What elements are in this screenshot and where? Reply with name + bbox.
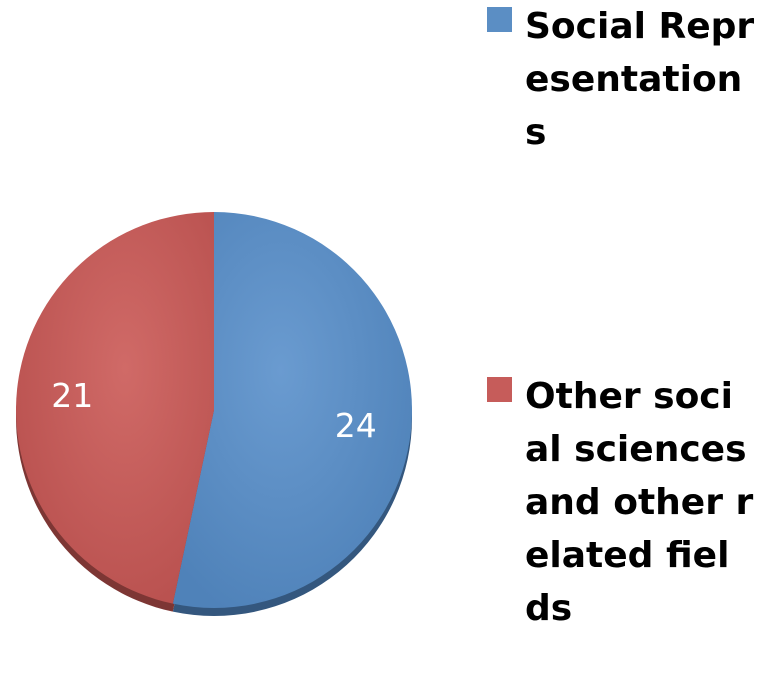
pie-chart: 24 21 xyxy=(16,211,413,617)
legend-item-social-representations: Social Representations xyxy=(487,0,755,159)
pie-data-label: 21 xyxy=(51,376,93,415)
legend-swatch-red xyxy=(487,377,512,402)
legend-label: Other social sciences and other related … xyxy=(525,376,754,629)
legend-swatch-blue xyxy=(487,7,512,32)
pie-slice xyxy=(172,211,413,608)
legend-label: Social Representations xyxy=(525,6,755,153)
pie-data-label: 24 xyxy=(335,406,377,445)
pie-slice xyxy=(16,212,215,604)
legend-item-other-social-sciences: Other social sciences and other related … xyxy=(487,370,755,635)
